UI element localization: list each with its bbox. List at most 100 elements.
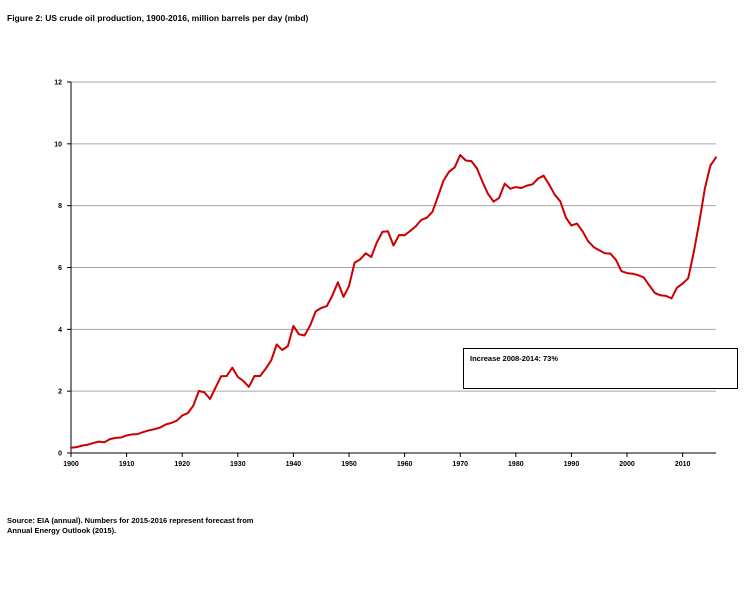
data-point-1918: [170, 422, 173, 424]
data-point-2006: [659, 294, 662, 297]
axes: [67, 81, 716, 457]
data-point-1968: [448, 170, 450, 173]
data-point-1946: [325, 305, 328, 307]
series-line-0: [70, 154, 717, 449]
data-point-1906: [103, 441, 106, 444]
data-point-1984: [537, 177, 539, 180]
data-point-1981: [520, 187, 523, 189]
data-point-1931: [242, 380, 245, 382]
data-point-1927: [220, 375, 223, 378]
y-tick-label: 6: [58, 265, 62, 272]
data-point-1962: [414, 225, 417, 228]
data-point-1959: [398, 234, 400, 236]
data-point-1903: [86, 443, 89, 446]
y-tick-label: 4: [58, 327, 62, 334]
data-point-1947: [331, 294, 334, 297]
data-point-1990: [570, 224, 573, 227]
data-point-1934: [259, 375, 261, 377]
data-point-1976: [492, 200, 495, 203]
data-point-1991: [576, 222, 578, 225]
data-point-1928: [225, 375, 228, 377]
data-point-1923: [198, 390, 200, 392]
data-point-1970: [459, 154, 462, 156]
data-point-1995: [598, 249, 601, 252]
data-point-1953: [364, 252, 367, 255]
data-point-2012: [692, 251, 695, 253]
data-point-2007: [665, 295, 667, 297]
data-point-1942: [303, 334, 306, 337]
data-point-2016: [715, 156, 717, 159]
data-point-1916: [159, 426, 161, 429]
data-point-1905: [97, 440, 100, 443]
data-point-1975: [487, 193, 489, 195]
data-point-2015: [709, 164, 712, 167]
data-point-1993: [587, 240, 589, 243]
data-point-1956: [381, 231, 384, 233]
data-point-1996: [603, 252, 606, 255]
data-point-2003: [642, 276, 645, 279]
data-point-1961: [409, 230, 412, 232]
data-point-1974: [481, 181, 484, 183]
data-point-1986: [548, 183, 551, 186]
data-point-1972: [470, 160, 473, 163]
data-point-1910: [125, 434, 128, 437]
data-point-1944: [314, 310, 317, 313]
x-tick-label: 1960: [397, 461, 413, 468]
data-point-1971: [464, 159, 467, 162]
data-point-1922: [192, 404, 195, 407]
data-point-1997: [609, 252, 612, 255]
data-point-1969: [453, 166, 456, 169]
data-point-2002: [637, 274, 640, 277]
source-note: Source: EIA (annual). Numbers for 2015-2…: [7, 516, 254, 535]
x-tick-label: 1920: [174, 461, 190, 468]
y-tick-label: 0: [58, 451, 62, 458]
y-tick-label: 12: [54, 80, 62, 87]
data-point-1992: [581, 230, 584, 233]
data-point-1908: [114, 437, 117, 439]
x-tick-label: 1980: [508, 461, 524, 468]
data-point-1979: [509, 187, 512, 190]
data-point-1965: [431, 210, 434, 213]
data-point-1988: [559, 200, 562, 203]
data-point-2011: [687, 277, 690, 280]
data-point-1919: [175, 419, 178, 422]
data-point-1920: [181, 414, 184, 417]
x-tick-label: 1900: [63, 461, 79, 468]
data-point-1904: [92, 442, 95, 444]
data-point-1933: [253, 375, 256, 377]
data-point-1921: [186, 412, 189, 414]
data-point-1967: [442, 179, 445, 182]
data-point-1907: [109, 438, 111, 440]
data-point-1937: [275, 343, 278, 346]
data-point-1983: [531, 183, 534, 186]
data-point-1924: [203, 391, 206, 394]
x-tick-label: 1910: [119, 461, 135, 468]
data-point-2008: [670, 297, 673, 300]
y-tick-label: 8: [58, 203, 62, 210]
data-point-1909: [120, 436, 122, 439]
data-point-1987: [553, 193, 556, 196]
data-point-1948: [337, 281, 339, 284]
tick-labels: 0 2 4 6 8 10 12 1900 1910 1920 1930 1940 1950 1960 197…: [54, 80, 690, 469]
data-point-1915: [153, 428, 156, 431]
data-point-1949: [342, 296, 345, 298]
figure-title: Figure 2: US crude oil production, 1900-…: [7, 13, 309, 23]
data-point-1964: [426, 216, 428, 219]
x-tick-label: 2010: [675, 461, 691, 468]
data-point-1926: [214, 386, 217, 389]
data-point-1929: [231, 366, 234, 369]
data-point-1902: [81, 444, 83, 447]
data-point-1901: [75, 446, 78, 448]
data-point-1911: [131, 433, 134, 436]
data-point-1925: [209, 398, 211, 400]
series-layer: [70, 154, 717, 449]
gridlines: [71, 81, 716, 392]
data-point-1963: [420, 219, 423, 221]
data-point-1955: [375, 241, 378, 244]
data-point-1960: [403, 234, 406, 237]
data-point-1982: [526, 184, 528, 187]
x-tick-label: 1930: [230, 461, 246, 468]
y-tick-label: 2: [58, 389, 62, 396]
data-point-1958: [392, 244, 395, 247]
